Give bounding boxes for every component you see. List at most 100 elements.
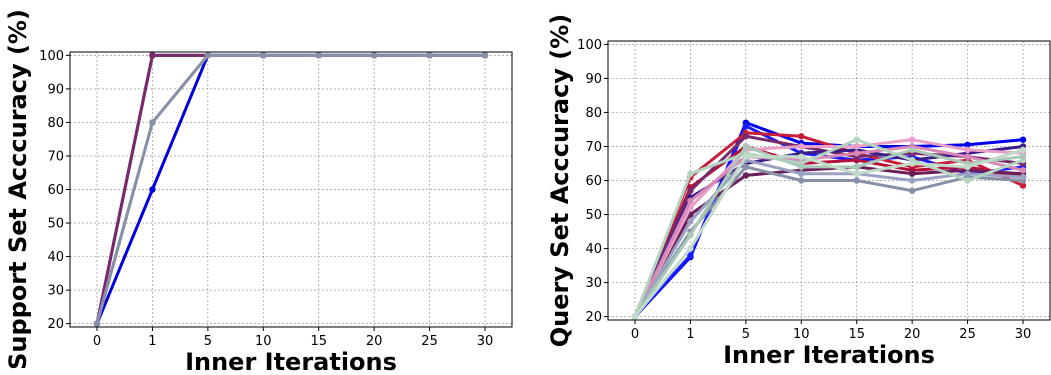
x-tick-label: 25 <box>421 334 438 349</box>
y-tick-label: 70 <box>585 140 602 155</box>
series-8-point-7 <box>1019 167 1027 174</box>
x-tick-label: 5 <box>742 327 750 342</box>
series-line-13 <box>633 148 1024 318</box>
series-4-point-1 <box>149 119 156 126</box>
x-tick-label: 15 <box>310 334 327 349</box>
series-10-point-1 <box>687 218 694 225</box>
y-tick-label: 80 <box>585 106 602 121</box>
series-10-point-5 <box>908 177 916 184</box>
series-7-point-5 <box>908 136 916 143</box>
series-line-7 <box>633 138 1024 318</box>
series-13-point-2 <box>742 153 750 160</box>
series-4-point-5 <box>908 170 916 177</box>
x-tick-label: 15 <box>848 327 865 342</box>
series-11-point-1 <box>687 170 694 177</box>
x-tick-label: 10 <box>255 334 272 349</box>
series-line-12 <box>633 144 1024 318</box>
series-9-point-4 <box>853 177 860 184</box>
series-13-point-1 <box>687 245 694 252</box>
y-tick-label: 20 <box>47 317 64 332</box>
series-9-point-2 <box>742 163 750 171</box>
x-tick-label: 10 <box>793 327 810 342</box>
series-12-point-4 <box>853 163 860 171</box>
y-axis-title: Support Set Acccuracy (%) <box>4 9 32 370</box>
x-tick-label: 0 <box>93 334 101 349</box>
y-tick-label: 90 <box>585 72 602 87</box>
x-tick-label: 1 <box>148 334 156 349</box>
series-4-point-2 <box>204 52 212 59</box>
series-line-8 <box>633 144 1024 318</box>
series-line-10 <box>633 158 1024 318</box>
series-12-point-3 <box>798 163 805 171</box>
series-10-point-7 <box>1019 173 1027 181</box>
y-tick-label: 100 <box>577 38 602 53</box>
series-8-point-4 <box>853 150 860 157</box>
y-tick-label: 60 <box>47 183 64 198</box>
series-9-point-3 <box>798 177 805 184</box>
series-13-point-5 <box>908 160 916 167</box>
series-1-point-1 <box>687 252 694 259</box>
series-1-point-2 <box>742 122 750 130</box>
y-tick-label: 90 <box>47 82 64 97</box>
series-10-point-3 <box>798 170 805 177</box>
series-2-point-7 <box>1019 182 1027 189</box>
series-line-4 <box>633 165 1024 318</box>
series-5-point-1 <box>687 187 694 194</box>
series-12-point-7 <box>1019 153 1027 160</box>
series-13-point-7 <box>1019 146 1027 154</box>
y-tick-label: 40 <box>47 250 64 265</box>
series-line-4 <box>95 53 485 325</box>
x-tick-label: 30 <box>477 334 494 349</box>
series-4-point-2 <box>742 172 750 179</box>
series-12-point-1 <box>687 231 694 239</box>
y-tick-label: 40 <box>585 242 602 257</box>
x-tick-label: 1 <box>686 327 694 342</box>
series-4-point-3 <box>260 52 267 59</box>
y-tick-label: 80 <box>47 116 64 131</box>
y-tick-label: 20 <box>585 310 602 325</box>
x-tick-label: 20 <box>904 327 921 342</box>
series-7-point-6 <box>964 146 971 154</box>
series-13-point-6 <box>964 163 971 171</box>
series-4-point-0 <box>93 320 101 327</box>
series-7-point-3 <box>798 143 805 150</box>
series-7-point-4 <box>853 143 860 150</box>
x-axis-title: Inner Iterations <box>723 341 935 369</box>
series-0-point-7 <box>1019 136 1027 143</box>
series-4-point-7 <box>481 52 489 59</box>
y-tick-label: 30 <box>585 276 602 291</box>
series-0-point-1 <box>149 186 156 193</box>
x-tick-label: 30 <box>1015 327 1032 342</box>
series-13-point-3 <box>798 153 805 160</box>
series-line-11 <box>633 138 1024 318</box>
y-tick-label: 50 <box>585 208 602 223</box>
x-tick-label: 5 <box>204 334 212 349</box>
x-tick-label: 0 <box>631 327 639 342</box>
y-tick-label: 50 <box>47 217 64 232</box>
x-tick-label: 20 <box>366 334 383 349</box>
series-12-point-5 <box>908 146 916 154</box>
series-11-point-4 <box>853 136 860 143</box>
series-12-point-2 <box>742 143 750 150</box>
x-axis-title: Inner Iterations <box>185 348 397 375</box>
series-13-point-4 <box>853 170 860 177</box>
series-2-point-3 <box>798 133 805 140</box>
y-tick-label: 30 <box>47 284 64 299</box>
series-2-point-1 <box>149 52 156 59</box>
series-4-point-6 <box>426 52 433 59</box>
series-8-point-1 <box>687 197 694 205</box>
y-tick-label: 100 <box>39 49 64 64</box>
series-4-point-5 <box>370 52 378 59</box>
y-tick-label: 70 <box>47 149 64 164</box>
series-8-point-6 <box>964 153 971 160</box>
series-11-point-6 <box>964 177 971 184</box>
series-9-point-5 <box>908 187 916 194</box>
series-4-point-4 <box>315 52 322 59</box>
y-axis-title: Query Set Acccuracy (%) <box>546 14 574 348</box>
series-10-point-6 <box>964 170 971 177</box>
x-tick-label: 25 <box>959 327 976 342</box>
series-5-point-2 <box>742 133 750 140</box>
